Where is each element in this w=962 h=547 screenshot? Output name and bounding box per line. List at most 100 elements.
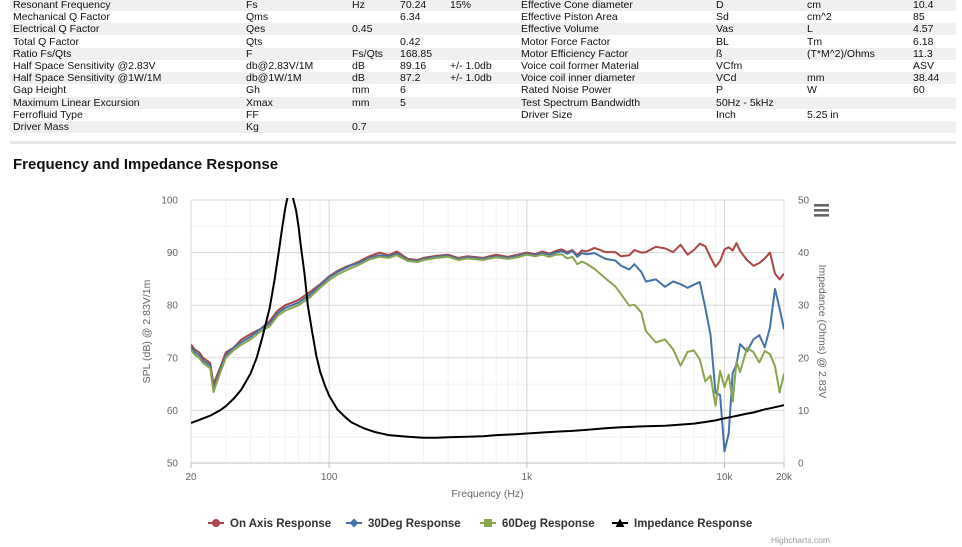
spec-cell: cm: [807, 0, 821, 11]
spec-cell: 168.85: [400, 47, 433, 60]
legend-marker-diamond: [349, 518, 359, 528]
spec-cell: Rated Noise Power: [521, 84, 612, 97]
spec-cell: Mechanical Q Factor: [13, 11, 110, 24]
spec-row: Half Space Sensitivity @1W/1M db@1W/1M dB 8…: [10, 72, 956, 85]
series-layer: [191, 198, 784, 453]
spec-cell: Qts: [246, 35, 263, 48]
spec-cell: dB: [352, 72, 365, 85]
section-title: Frequency and Impedance Response: [13, 156, 279, 173]
spec-cell: Electrical Q Factor: [13, 23, 100, 36]
legend-marker-triangle: [615, 518, 625, 527]
spec-cell: Fs/Qts: [352, 47, 383, 60]
grid-layer: [190, 199, 785, 464]
spec-cell: 5: [400, 96, 406, 109]
spec-cell: db@1W/1M: [246, 72, 302, 85]
spec-cell: 60: [913, 84, 925, 97]
spec-cell: mm: [807, 72, 825, 85]
spec-cell: 10.4: [913, 0, 934, 11]
spec-cell: F: [246, 47, 253, 60]
credit-link[interactable]: Highcharts.com: [771, 535, 830, 545]
spec-cell: +/- 1.0db: [450, 72, 492, 85]
spec-cell: 85: [913, 11, 925, 24]
spec-cell: Vas: [716, 23, 734, 36]
y-axis-title: SPL (dB) @ 2.83V/1m: [141, 279, 153, 383]
spec-cell: Driver Size: [521, 108, 573, 121]
spec-row: Total Q Factor Qts 0.42 Motor Force Factor B…: [10, 36, 956, 48]
spec-cell: Qes: [246, 23, 266, 36]
hamburger-menu-icon[interactable]: [810, 200, 832, 220]
spec-cell: dB: [352, 60, 365, 72]
spec-cell: W: [807, 84, 817, 97]
spec-cell: ASV: [913, 60, 935, 72]
spec-cell: BL: [716, 35, 729, 48]
spec-cell: Motor Efficiency Factor: [521, 47, 629, 60]
legend-item[interactable]: 30Deg Response: [346, 518, 461, 530]
spec-cell: Maximum Linear Excursion: [13, 96, 140, 109]
spec-cell: mm: [352, 84, 370, 97]
spec-row: Half Space Sensitivity @2.83V db@2.83V/1M…: [10, 60, 956, 72]
y-tick-label: 80: [167, 301, 179, 312]
spec-cell: Test Spectrum Bandwidth: [521, 96, 641, 109]
spec-cell: P: [716, 84, 724, 97]
x-tick-label: 10k: [716, 472, 733, 483]
spec-row: Gap Height Gh mm 6 Rated Noise Power P W 60: [10, 84, 956, 96]
spec-cell: Ferrofluid Type: [13, 108, 83, 121]
spec-cell: Driver Mass: [13, 121, 70, 133]
y2-tick-label: 20: [798, 353, 810, 364]
spec-cell: Hz: [352, 0, 365, 11]
spec-cell: Sd: [716, 11, 729, 24]
legend-item[interactable]: Impedance Response: [612, 518, 752, 530]
x-tick-label: 100: [321, 472, 338, 483]
spec-cell: Xmax: [246, 96, 273, 109]
y-tick-label: 90: [167, 248, 179, 259]
legend-marker-square: [484, 519, 492, 527]
spec-cell: Fs: [246, 0, 258, 11]
legend-label: 30Deg Response: [368, 518, 461, 530]
spec-cell: 87.2: [400, 72, 421, 85]
x-axis-title: Frequency (Hz): [451, 488, 523, 500]
table-divider: [10, 141, 956, 144]
spec-cell: Kg: [246, 121, 259, 133]
spec-cell: 15%: [450, 0, 472, 11]
x-tick-label: 20: [185, 472, 197, 483]
legend-item[interactable]: 60Deg Response: [480, 518, 595, 530]
spec-cell: 5.25 in: [807, 108, 839, 121]
x-tick-label: 1k: [522, 472, 534, 483]
spec-cell: 0.42: [400, 35, 421, 48]
spec-cell: Half Space Sensitivity @2.83V: [13, 60, 156, 72]
spec-row: Driver Mass Kg 0.7: [10, 121, 956, 133]
spec-cell: Qms: [246, 11, 269, 24]
spec-cell: 11.3: [913, 47, 933, 60]
spec-cell: mm: [352, 96, 370, 109]
spec-cell: VCfm: [716, 60, 743, 72]
spec-cell: Voice coil former Material: [521, 60, 639, 72]
spec-cell: Voice coil inner diameter: [521, 72, 636, 85]
spec-cell: cm^2: [807, 11, 832, 24]
spec-cell: (T*M^2)/Ohms: [807, 47, 875, 60]
spec-cell: VCd: [716, 72, 737, 85]
spec-cell: 70.24: [400, 0, 427, 11]
legend-item[interactable]: On Axis Response: [208, 518, 331, 530]
spec-cell: Total Q Factor: [13, 35, 79, 48]
y2-tick-label: 40: [798, 248, 810, 259]
spec-table: Resonant Frequency Fs Hz 70.24 15% Effective …: [10, 0, 956, 143]
spec-cell: Effective Volume: [521, 23, 600, 36]
spec-cell: Effective Cone diameter: [521, 0, 633, 11]
spec-cell: 0.7: [352, 121, 367, 133]
spec-row: Electrical Q Factor Qes 0.45 Effective Volu…: [10, 23, 956, 36]
spec-cell: Resonant Frequency: [13, 0, 111, 11]
y-tick-label: 60: [167, 406, 179, 417]
axis-layer: 50 60 70 80 90 100 0 10 20 30 40 50 20 100 1k 10k 20k Fre…: [141, 196, 828, 501]
spec-cell: D: [716, 0, 724, 11]
y2-tick-label: 50: [798, 196, 810, 207]
x-tick-label: 20k: [776, 472, 793, 483]
y-tick-label: 100: [161, 196, 178, 207]
y2-tick-label: 0: [798, 459, 804, 470]
y-tick-label: 70: [167, 353, 179, 364]
spec-cell: FF: [246, 108, 259, 121]
spec-cell: Ratio Fs/Qts: [13, 47, 72, 60]
y2-tick-label: 10: [798, 406, 810, 417]
spec-cell: Gh: [246, 84, 261, 97]
spec-cell: Effective Piston Area: [521, 11, 618, 24]
